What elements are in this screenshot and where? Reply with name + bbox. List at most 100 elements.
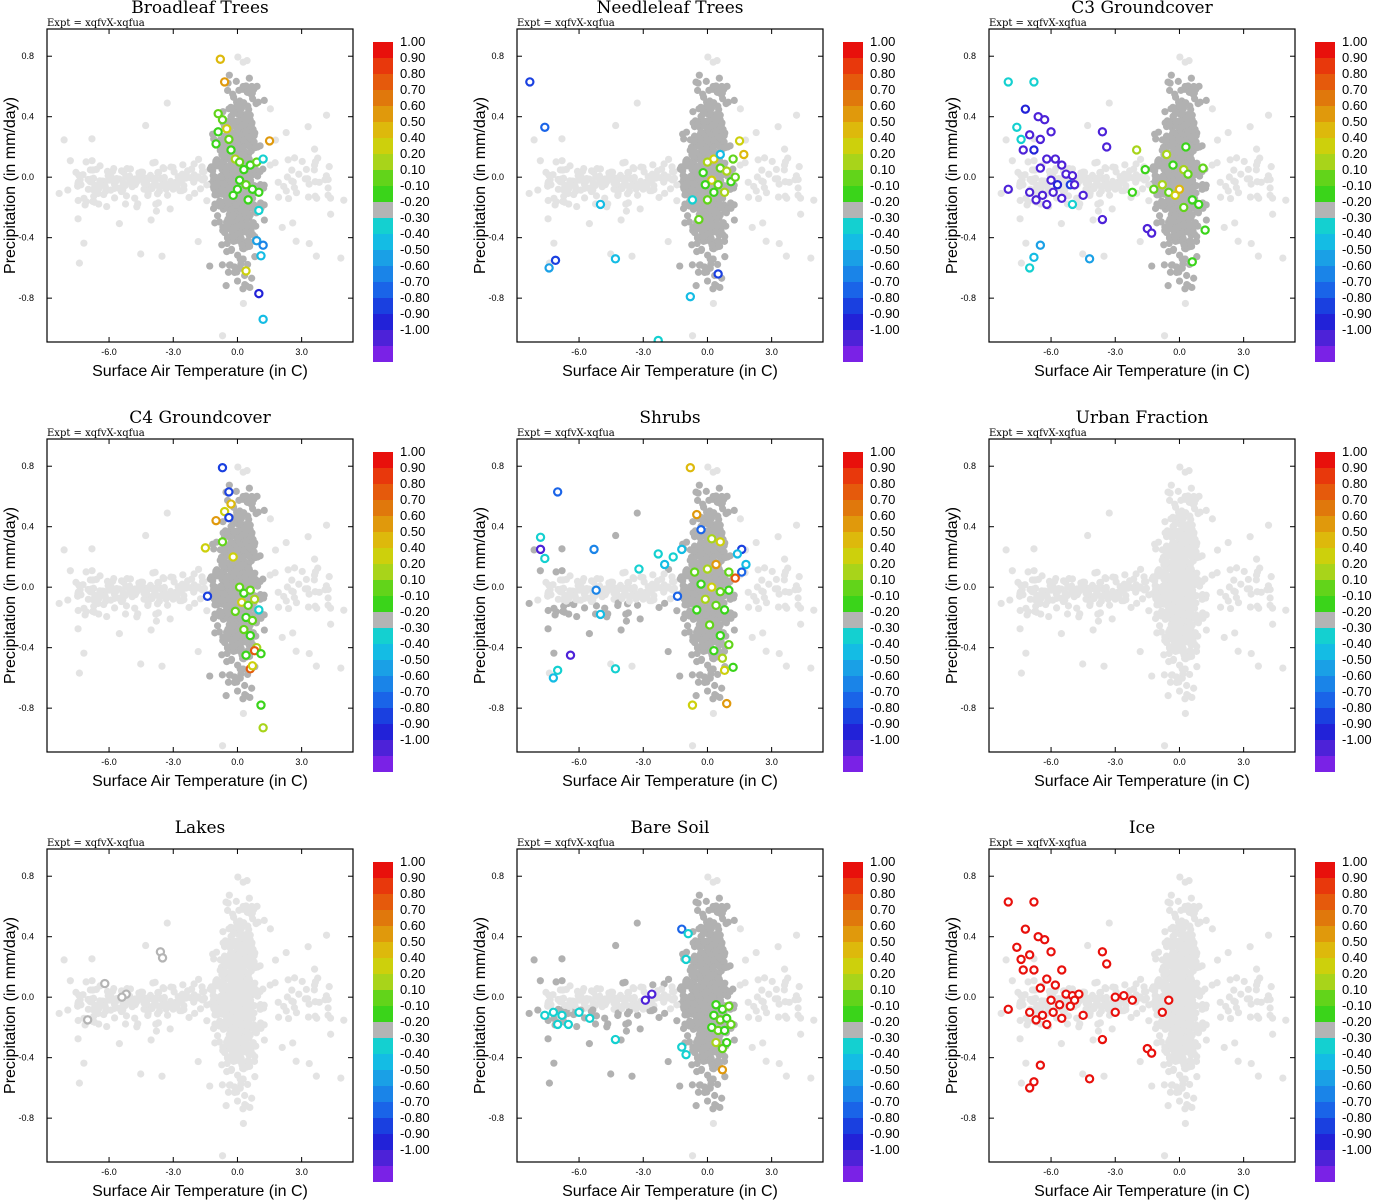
background-point: [679, 167, 687, 175]
background-point: [693, 234, 702, 242]
background-point: [754, 156, 762, 164]
colorbar-swatch: [1315, 58, 1335, 74]
y-tick-label: 0.4: [491, 112, 504, 122]
colorbar-swatch: [373, 500, 393, 516]
background-point: [682, 128, 691, 136]
y-tick-label: -0.4: [18, 233, 34, 243]
background-point: [544, 178, 552, 186]
background-point: [1093, 174, 1101, 182]
background-point: [693, 120, 702, 129]
background-point: [550, 239, 558, 247]
background-point: [1253, 158, 1262, 166]
background-point: [1145, 197, 1153, 205]
background-point: [55, 189, 63, 198]
data-point: [247, 661, 258, 671]
background-point: [721, 253, 729, 261]
background-point: [1230, 166, 1238, 174]
background-point: [1079, 250, 1087, 258]
background-point: [232, 222, 241, 231]
background-point: [1279, 254, 1287, 262]
panel-title: Broadleaf Trees: [131, 0, 269, 18]
background-point: [525, 189, 533, 198]
x-tick-label: -6.0: [571, 347, 587, 357]
background-point: [1084, 121, 1092, 130]
background-point: [230, 593, 238, 602]
background-point: [199, 168, 207, 176]
background-point: [237, 235, 245, 243]
background-point: [337, 664, 345, 672]
colorbar-label: -0.60: [400, 668, 430, 683]
data-point: [1042, 199, 1052, 210]
data-point: [1069, 180, 1080, 190]
background-point: [1022, 239, 1030, 247]
data-point: [1078, 190, 1088, 201]
background-point: [288, 177, 296, 185]
background-point: [542, 168, 550, 176]
background-point: [245, 74, 253, 82]
background-point: [242, 638, 250, 646]
colorbar-swatch: [843, 74, 863, 90]
background-point: [720, 85, 728, 93]
background-point: [131, 604, 139, 612]
background-point: [557, 175, 565, 183]
background-point: [1131, 175, 1139, 183]
background-point: [80, 239, 88, 247]
colorbar-label: 0.40: [400, 540, 425, 555]
background-point: [304, 603, 313, 611]
colorbar-swatch: [373, 330, 393, 346]
colorbar-label: 0.90: [1342, 50, 1367, 65]
background-point: [230, 263, 239, 271]
data-point: [1183, 169, 1193, 179]
background-point: [607, 168, 615, 176]
background-point: [101, 592, 109, 600]
background-point: [1230, 177, 1238, 185]
background-point: [158, 252, 166, 260]
data-point: [239, 164, 249, 175]
background-point: [266, 571, 274, 579]
data-point: [245, 630, 255, 641]
data-point: [241, 180, 251, 190]
background-point: [585, 220, 593, 228]
background-point: [1181, 299, 1189, 308]
colorbar-swatch: [373, 740, 393, 756]
background-point: [159, 574, 167, 582]
colorbar-label: 0.20: [400, 556, 425, 571]
background-point: [709, 82, 717, 91]
background-point: [110, 604, 119, 612]
colorbar-swatch: [373, 42, 393, 58]
background-point: [224, 678, 233, 686]
colorbar-label: -0.20: [1342, 194, 1372, 209]
background-point: [229, 642, 237, 651]
background-point: [225, 481, 233, 489]
background-point: [682, 173, 690, 181]
background-point: [103, 202, 111, 211]
panel-title: Shrubs: [639, 408, 700, 428]
x-tick-label: 3.0: [1237, 347, 1250, 357]
colorbar-swatch: [373, 548, 393, 564]
background-point: [222, 692, 230, 700]
background-point: [1008, 157, 1016, 165]
y-axis-label: Precipitation (in mm/day): [944, 97, 961, 274]
background-point: [194, 647, 202, 656]
colorbar-label: 0.90: [400, 460, 425, 475]
background-point: [232, 201, 240, 209]
colorbar-label: 0.10: [1342, 162, 1367, 177]
colorbar-swatch: [843, 122, 863, 138]
data-point: [1146, 228, 1157, 238]
background-point: [1171, 146, 1179, 154]
background-point: [304, 533, 312, 541]
background-point: [573, 202, 581, 211]
data-point: [217, 537, 228, 547]
background-point: [1136, 237, 1144, 246]
background-point: [79, 171, 87, 179]
colorbar-label: -0.60: [1342, 258, 1372, 273]
data-point: [709, 154, 719, 164]
background-point: [1184, 228, 1192, 236]
background-point: [1165, 120, 1174, 129]
background-point: [188, 165, 196, 173]
background-point: [115, 220, 123, 228]
background-point: [125, 588, 134, 596]
background-point: [166, 205, 174, 213]
background-point: [188, 575, 196, 583]
background-point: [88, 157, 96, 165]
